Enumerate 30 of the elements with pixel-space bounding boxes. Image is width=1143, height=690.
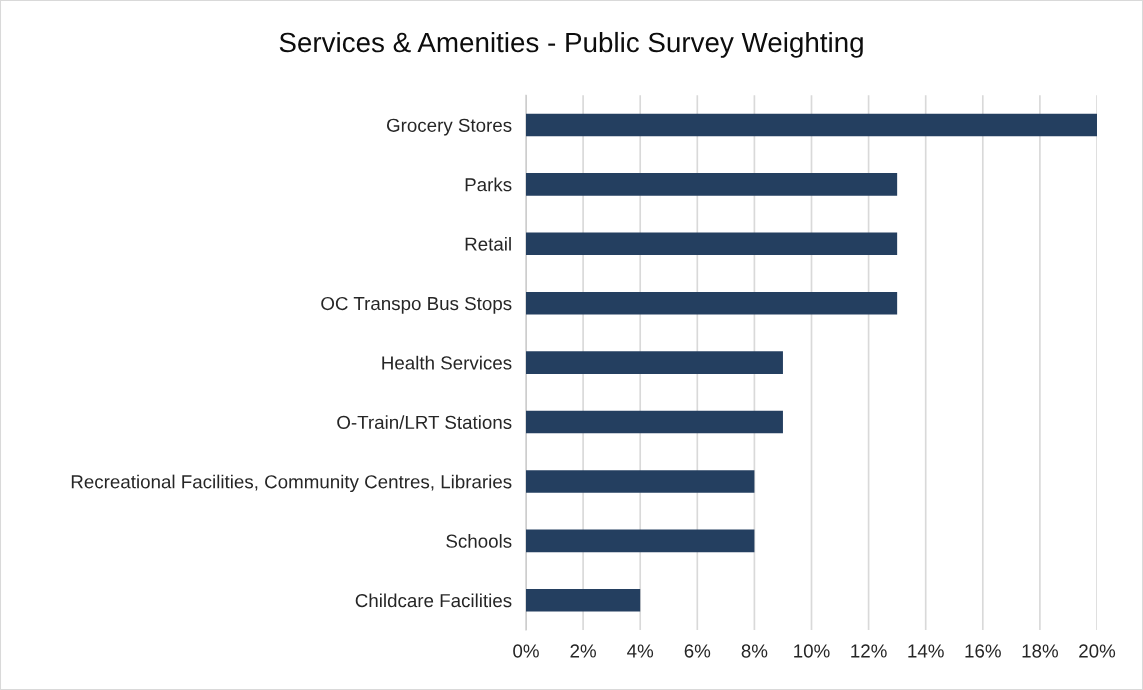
bar xyxy=(526,232,898,256)
y-tick-label: Retail xyxy=(465,236,511,251)
x-tick-label: 16% xyxy=(965,644,1001,658)
y-tick-label: Recreational Facilities, Community Centres, Libraries xyxy=(71,474,512,493)
bar xyxy=(526,588,641,612)
y-tick-label: Parks xyxy=(465,177,512,192)
y-tick-label: Schools xyxy=(446,534,512,548)
x-tick-label: 6% xyxy=(684,644,711,658)
x-tick-label: 20% xyxy=(1079,644,1116,658)
x-tick-label: 4% xyxy=(627,644,654,658)
x-tick-label: 2% xyxy=(570,644,596,658)
chart-title: Services & Amenities - Public Survey Weighting xyxy=(279,31,863,58)
bar xyxy=(526,470,755,493)
x-tick-label: 18% xyxy=(1022,644,1058,658)
y-tick-label: Grocery Stores xyxy=(386,118,512,136)
y-tick-label: OC Transpo Bus Stops xyxy=(321,296,512,314)
bar xyxy=(526,113,1097,137)
x-tick-label: 10% xyxy=(794,644,830,658)
x-tick-label: 12% xyxy=(851,644,887,658)
bar xyxy=(526,529,755,553)
y-tick-label: Childcare Facilities xyxy=(355,593,512,608)
bar xyxy=(526,351,783,374)
x-tick-label: 8% xyxy=(741,644,768,658)
bar xyxy=(526,410,783,434)
y-tick-label: O-Train/LRT Stations xyxy=(337,415,512,429)
x-tick-label: 14% xyxy=(908,644,944,658)
x-tick-label: 0% xyxy=(513,644,539,658)
bar xyxy=(526,291,898,315)
y-tick-label: Health Services xyxy=(382,355,512,370)
bar xyxy=(526,173,898,196)
